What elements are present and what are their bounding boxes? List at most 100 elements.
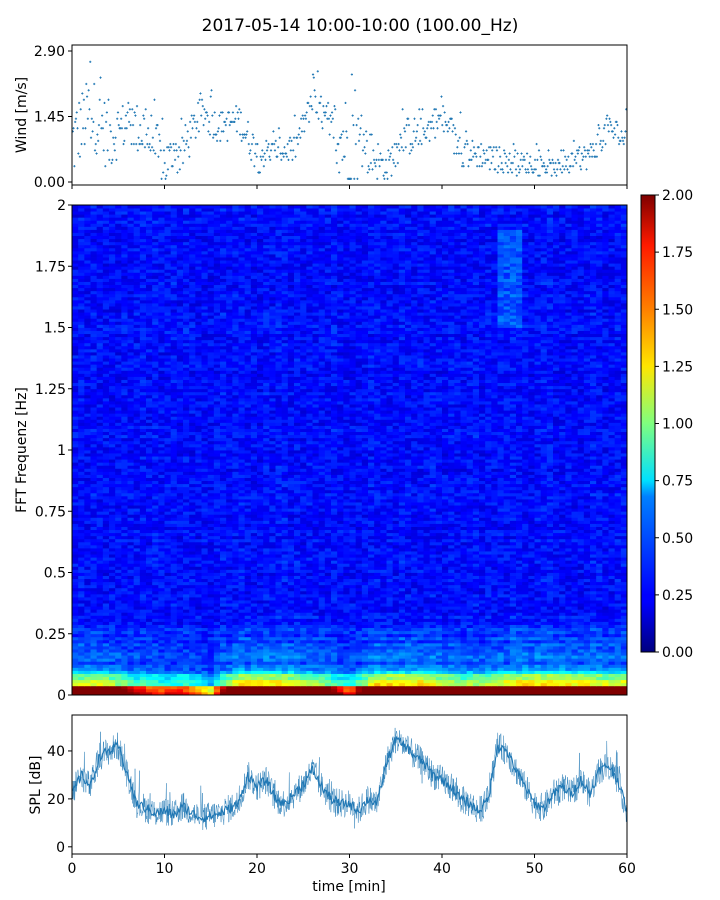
spectrogram-cell <box>374 606 381 610</box>
spectrogram-cell <box>244 600 252 604</box>
spectrogram-cell <box>331 664 338 668</box>
spectrogram-cell <box>78 636 85 641</box>
spectrogram-cell <box>318 676 326 681</box>
spectrogram-cell <box>96 597 104 601</box>
spectrogram-cell <box>250 642 258 647</box>
spectrogram-cell <box>528 679 535 684</box>
spectrogram-cell <box>534 633 542 638</box>
spectrogram-cell <box>485 652 492 656</box>
spectrogram-cell <box>201 685 209 690</box>
spectrogram-cell <box>596 691 603 696</box>
spectrogram-cell <box>472 600 480 604</box>
spectrogram-cell <box>614 609 622 613</box>
spectrogram-cell <box>96 581 104 586</box>
spectrogram-cell <box>374 621 381 625</box>
spectrogram-cell <box>300 691 307 696</box>
spectrogram-cell <box>287 618 295 622</box>
wind-x-ticks <box>71 185 628 189</box>
spectrogram-cell <box>411 618 418 622</box>
spectrogram-cell <box>121 655 128 659</box>
spectrogram-cell <box>405 667 412 671</box>
spectrogram-cell <box>102 642 110 647</box>
spectrogram-cell <box>571 679 579 684</box>
spectrogram-cell <box>559 673 566 678</box>
spectrogram-cell <box>368 593 375 598</box>
spectrogram-cell <box>355 667 363 671</box>
spectrogram-cell <box>423 593 431 598</box>
spectrogram-cell <box>127 600 135 604</box>
spectrogram-cell <box>392 679 400 684</box>
spectrogram-cell <box>392 667 400 671</box>
spectrogram-cell <box>269 676 276 681</box>
spectrogram-cell <box>368 642 375 647</box>
spectrogram-cell <box>220 679 227 684</box>
spectrogram-cell <box>374 682 381 687</box>
spectrogram-cell <box>485 667 492 671</box>
spectrogram-cell <box>479 606 486 610</box>
spectrogram-cell <box>263 667 270 671</box>
spectrogram-cell <box>546 676 554 681</box>
spectrogram-cell <box>127 658 135 662</box>
spectrogram-cell <box>220 578 227 583</box>
spectrogram-cell <box>318 597 326 601</box>
wind-y-tick-label: 1.45 <box>34 110 65 126</box>
spectrogram-cell <box>213 655 221 659</box>
spectrogram-cell <box>318 581 326 586</box>
spectrogram-cell <box>90 679 98 684</box>
spectrogram-cell <box>546 642 554 647</box>
spectrogram-cell <box>374 679 381 684</box>
spectrogram-cell <box>238 590 246 595</box>
spectrogram-cell <box>466 691 474 696</box>
spectrogram-cell <box>294 630 301 635</box>
spectrogram-cell <box>318 661 326 665</box>
spectrogram-cell <box>121 670 128 674</box>
spectrogram-cell <box>361 609 369 613</box>
spectrogram-cell <box>423 685 431 690</box>
spectrogram-cell <box>213 578 221 583</box>
spectrogram-cell <box>349 676 357 681</box>
spectrogram-cell <box>306 593 313 598</box>
spectrogram-cell <box>133 630 141 635</box>
spectrogram-cell <box>152 636 159 641</box>
spectrogram-cell <box>435 609 443 613</box>
spectrogram-cell <box>152 621 159 625</box>
spectrogram-cell <box>497 581 505 586</box>
spectrogram-cell <box>423 630 431 635</box>
spectrogram-cell <box>448 685 455 690</box>
spectrogram-cell <box>232 584 239 589</box>
spectrogram-cell <box>448 581 455 586</box>
spectrogram-cell <box>509 670 517 674</box>
spectrogram-cell <box>158 624 165 629</box>
spectrogram-cell <box>583 590 591 595</box>
spectrogram-cell <box>201 587 209 592</box>
spectrogram-cell <box>164 581 172 586</box>
spectrogram-cell <box>398 627 406 632</box>
spectrogram-cell <box>485 609 492 613</box>
spectrogram-cell <box>349 691 357 696</box>
spectrogram-cell <box>546 603 554 607</box>
spectrogram-cell <box>300 633 307 638</box>
spectrogram-cell <box>546 670 554 674</box>
spectrogram-cell <box>337 636 344 641</box>
spectrogram-cell <box>565 688 572 693</box>
spectrogram-cell <box>139 642 147 647</box>
spectrogram-cell <box>78 670 85 674</box>
spectrogram-cell <box>158 618 165 622</box>
spectrogram-cell <box>115 652 122 656</box>
spectrogram-cell <box>287 581 295 586</box>
spectrogram-cell <box>158 664 165 668</box>
spectrogram-cell <box>139 606 147 610</box>
spectrogram-cell <box>368 655 375 659</box>
spectrogram-cell <box>466 682 474 687</box>
spectrogram-cell <box>503 636 511 641</box>
spectrogram-cell <box>257 621 264 625</box>
spectrogram-cell <box>201 606 209 610</box>
spectrogram-cell <box>207 679 215 684</box>
spectrogram-cell <box>620 606 628 610</box>
spectrogram-cell <box>263 658 270 662</box>
spectrogram-cell <box>343 688 350 693</box>
spectrogram-cell <box>417 685 424 690</box>
spectrogram-cell <box>392 670 400 674</box>
spectrogram-cell <box>146 636 153 641</box>
